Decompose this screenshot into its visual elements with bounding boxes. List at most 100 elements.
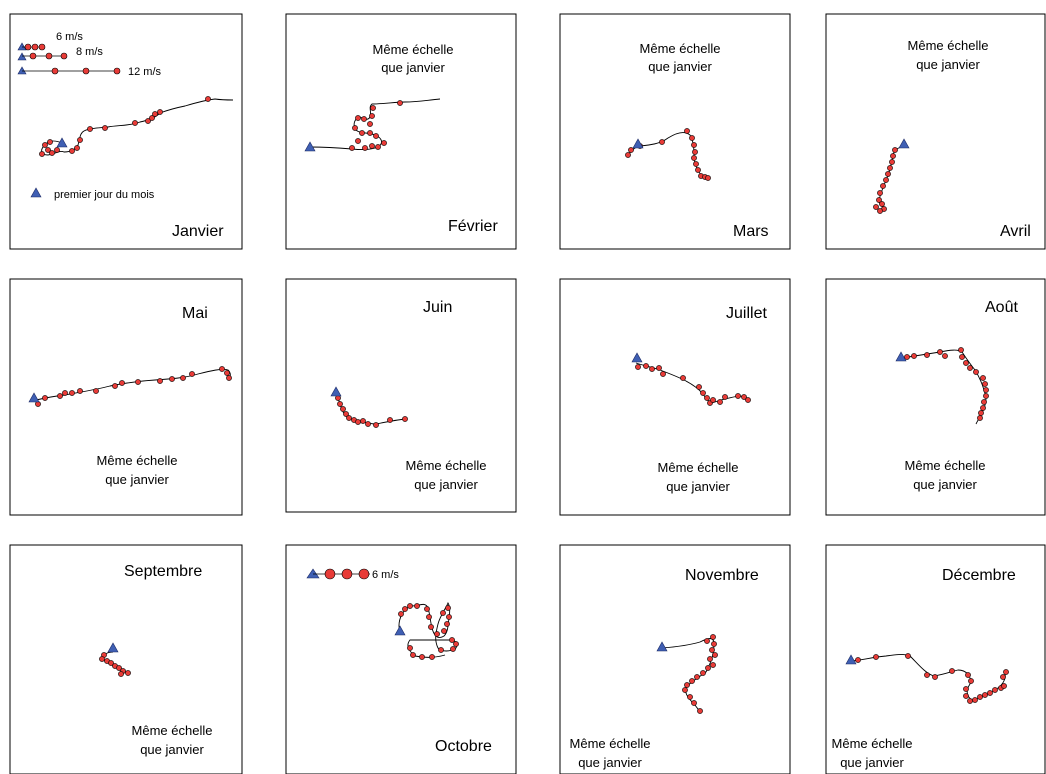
panel-frame xyxy=(559,544,791,774)
panel-fevrier: Même échelle que janvier Février xyxy=(285,13,517,250)
panel-frame xyxy=(285,13,517,250)
month-label: Août xyxy=(985,299,1018,316)
month-label: Janvier xyxy=(172,223,224,240)
wind-trajectory xyxy=(625,128,711,181)
panel-septembre: Septembre Même échelle que janvier xyxy=(9,544,243,774)
month-label: Mai xyxy=(182,305,208,322)
scale-note-line-1: Même échelle xyxy=(132,723,213,738)
panel-novembre: Novembre Même échelle que janvier xyxy=(559,544,791,774)
legend-entry-8: 8 m/s xyxy=(76,46,103,58)
scale-note-line-1: Même échelle xyxy=(97,453,178,468)
start-triangle-icon xyxy=(898,138,910,149)
panel-frame xyxy=(825,13,1046,250)
scale-note-line-2: que janvier xyxy=(913,477,977,492)
month-label: Février xyxy=(448,218,498,235)
start-triangle-icon xyxy=(845,654,857,665)
start-triangle-icon xyxy=(656,641,668,652)
legend-dot-icon xyxy=(341,568,353,580)
wind-trajectory xyxy=(631,352,751,406)
october-speed-legend: 6 m/s xyxy=(306,568,399,581)
scale-note-line-1: Même échelle xyxy=(640,41,721,56)
panel-frame xyxy=(825,544,1046,774)
panel-frame xyxy=(559,278,791,516)
scale-note-line-2: que janvier xyxy=(105,472,169,487)
scale-note-line-2: que janvier xyxy=(840,755,904,770)
scale-note-line-2: que janvier xyxy=(648,59,712,74)
panel-frame xyxy=(9,13,243,250)
legend-triangle-icon xyxy=(306,568,320,579)
legend-entry-12: 12 m/s xyxy=(128,66,162,78)
panel-frame xyxy=(285,544,517,774)
month-label: Juin xyxy=(423,299,452,316)
legend-dot-icon xyxy=(38,43,46,51)
panel-frame xyxy=(9,278,243,516)
scale-note-line-2: que janvier xyxy=(414,477,478,492)
legend-dot-icon xyxy=(113,67,121,75)
scale-note-line-1: Même échelle xyxy=(832,736,913,751)
wind-trajectory xyxy=(99,642,131,677)
scale-note-line-2: que janvier xyxy=(140,742,204,757)
panel-avril: Même échelle que janvier Avril xyxy=(825,13,1046,250)
start-triangle-icon xyxy=(394,625,406,636)
wind-trajectory xyxy=(330,386,408,428)
start-triangle-icon xyxy=(631,352,643,363)
panel-aout: Août Même échelle que janvier xyxy=(825,278,1046,516)
scale-note-line-2: que janvier xyxy=(578,755,642,770)
panel-juin: Juin Même échelle que janvier xyxy=(285,278,517,513)
legend-dot-icon xyxy=(31,43,39,51)
speed-legend: 6 m/s 8 m/s 12 m/s premier jour du mois xyxy=(17,31,162,201)
month-label: Juillet xyxy=(726,305,767,322)
month-label: Décembre xyxy=(942,567,1016,584)
legend-triangle-icon xyxy=(17,52,27,61)
first-day-label: premier jour du mois xyxy=(54,189,155,201)
wind-trajectory xyxy=(895,347,989,425)
wind-trajectory xyxy=(394,602,459,660)
october-legend-entry: 6 m/s xyxy=(372,569,399,581)
scale-note-line-1: Même échelle xyxy=(908,38,989,53)
month-label: Octobre xyxy=(435,738,492,755)
start-triangle-icon xyxy=(304,141,316,152)
first-day-triangle-icon xyxy=(30,187,42,198)
scale-note-line-1: Même échelle xyxy=(570,736,651,751)
legend-dot-icon xyxy=(45,52,53,60)
scale-note-line-2: que janvier xyxy=(381,60,445,75)
month-label: Avril xyxy=(1000,223,1031,240)
scale-note-line-1: Même échelle xyxy=(406,458,487,473)
legend-triangle-icon xyxy=(17,42,27,51)
month-label: Mars xyxy=(733,223,769,240)
scale-note-line-1: Même échelle xyxy=(905,458,986,473)
panel-octobre: 6 m/s Octobre xyxy=(285,544,517,774)
scale-note-line-2: que janvier xyxy=(916,57,980,72)
wind-trajectory xyxy=(656,634,718,714)
wind-trajectory xyxy=(304,98,441,152)
panel-mars: Même échelle que janvier Mars xyxy=(559,13,791,250)
legend-dot-icon xyxy=(51,67,59,75)
panel-juillet: Juillet Même échelle que janvier xyxy=(559,278,791,516)
panel-frame xyxy=(825,278,1046,516)
month-label: Novembre xyxy=(685,567,759,584)
scale-note-line-1: Même échelle xyxy=(373,42,454,57)
month-label: Septembre xyxy=(124,563,202,580)
legend-dot-icon xyxy=(24,43,32,51)
wind-trajectory xyxy=(873,138,910,214)
scale-note-line-1: Même échelle xyxy=(658,460,739,475)
panel-decembre: Décembre Même échelle que ja xyxy=(825,544,1046,774)
legend-triangle-icon xyxy=(17,66,27,75)
scale-note-line-2: que janvier xyxy=(666,479,730,494)
panel-frame xyxy=(9,544,243,774)
start-triangle-icon xyxy=(107,642,119,653)
legend-dot-icon xyxy=(82,67,90,75)
panel-frame xyxy=(559,13,791,250)
wind-trajectory xyxy=(39,96,234,157)
start-triangle-icon xyxy=(895,351,907,362)
legend-dot-icon xyxy=(29,52,37,60)
start-triangle-icon xyxy=(56,137,68,148)
panel-janvier: 6 m/s 8 m/s 12 m/s premier jour du mois xyxy=(9,13,243,250)
start-triangle-icon xyxy=(330,386,342,397)
panel-frame xyxy=(285,278,517,513)
wind-trajectory xyxy=(845,653,1009,704)
start-triangle-icon xyxy=(632,138,644,149)
legend-dot-icon xyxy=(60,52,68,60)
panel-mai: Mai Même échelle que janvier xyxy=(9,278,243,516)
